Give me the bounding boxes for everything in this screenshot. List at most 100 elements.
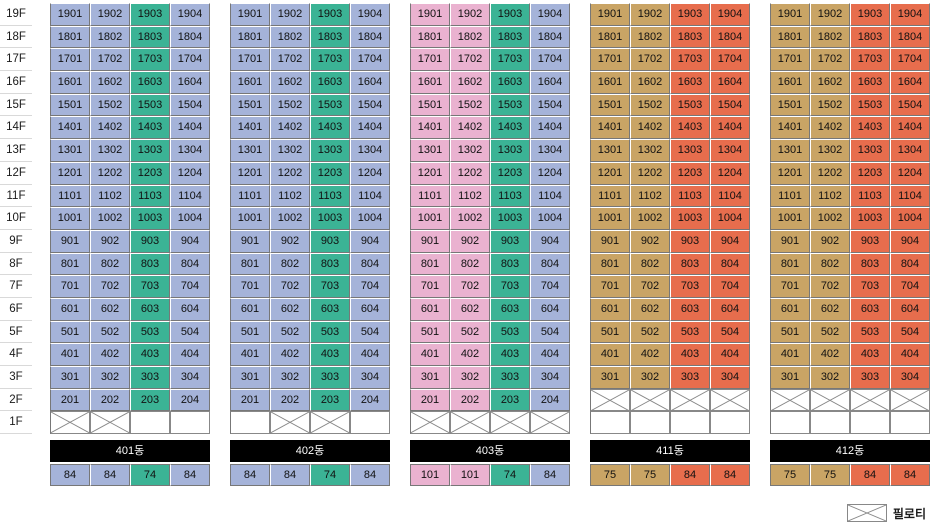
unit-cell[interactable]: 1301 — [50, 139, 90, 162]
unit-cell[interactable]: 1504 — [350, 93, 390, 117]
unit-cell[interactable]: 403 — [670, 343, 710, 366]
unit-cell[interactable]: 504 — [890, 320, 930, 344]
unit-cell[interactable]: 701 — [50, 275, 90, 298]
unit-cell[interactable]: 1401 — [230, 116, 270, 140]
unit-cell[interactable]: 1603 — [670, 71, 710, 94]
unit-cell[interactable]: 502 — [630, 320, 670, 344]
unit-cell[interactable]: 702 — [450, 275, 490, 298]
unit-cell[interactable]: 204 — [530, 388, 570, 412]
unit-cell[interactable]: 1701 — [590, 48, 630, 72]
unit-cell[interactable]: 1004 — [530, 207, 570, 230]
unit-cell[interactable]: 1404 — [350, 116, 390, 140]
unit-cell[interactable]: 1404 — [710, 116, 750, 140]
unit-cell[interactable]: 1101 — [590, 184, 630, 208]
unit-cell[interactable]: 1204 — [530, 161, 570, 185]
building-name[interactable]: 412동 — [770, 440, 930, 462]
unit-cell[interactable]: 401 — [50, 343, 90, 366]
unit-cell[interactable]: 903 — [490, 229, 530, 253]
unit-cell[interactable]: 1204 — [710, 161, 750, 185]
unit-cell[interactable]: 901 — [230, 229, 270, 253]
unit-cell[interactable]: 303 — [850, 366, 890, 389]
unit-cell[interactable]: 902 — [450, 229, 490, 253]
unit-cell[interactable]: 1202 — [810, 161, 850, 185]
unit-cell[interactable]: 803 — [490, 252, 530, 276]
unit-cell[interactable]: 1803 — [490, 25, 530, 49]
unit-cell[interactable]: 1302 — [270, 139, 310, 162]
unit-cell[interactable]: 1602 — [90, 71, 130, 94]
unit-cell[interactable]: 401 — [410, 343, 450, 366]
unit-cell[interactable]: 403 — [310, 343, 350, 366]
unit-cell[interactable]: 1004 — [890, 207, 930, 230]
unit-cell[interactable]: 1304 — [530, 139, 570, 162]
unit-cell[interactable]: 203 — [130, 388, 170, 412]
unit-cell[interactable]: 603 — [490, 297, 530, 321]
unit-cell[interactable]: 302 — [630, 366, 670, 389]
unit-cell[interactable]: 1701 — [230, 48, 270, 72]
unit-cell[interactable]: 1001 — [590, 207, 630, 230]
unit-cell[interactable]: 1904 — [710, 3, 750, 26]
unit-cell[interactable]: 1203 — [670, 161, 710, 185]
building-name[interactable]: 402동 — [230, 440, 390, 462]
unit-cell[interactable]: 401 — [590, 343, 630, 366]
unit-cell[interactable]: 1903 — [310, 3, 350, 26]
unit-cell[interactable]: 603 — [130, 297, 170, 321]
unit-cell[interactable]: 1902 — [630, 3, 670, 26]
unit-cell[interactable]: 503 — [850, 320, 890, 344]
unit-cell[interactable]: 902 — [270, 229, 310, 253]
unit-cell[interactable]: 501 — [50, 320, 90, 344]
building-name[interactable]: 411동 — [590, 440, 750, 462]
unit-cell[interactable]: 1602 — [630, 71, 670, 94]
unit-cell[interactable]: 1804 — [170, 25, 210, 49]
unit-cell[interactable]: 902 — [810, 229, 850, 253]
unit-cell[interactable]: 1704 — [710, 48, 750, 72]
unit-cell[interactable]: 1501 — [50, 93, 90, 117]
unit-cell[interactable]: 804 — [890, 252, 930, 276]
unit-cell[interactable]: 1902 — [810, 3, 850, 26]
unit-cell[interactable]: 1604 — [350, 71, 390, 94]
unit-cell[interactable]: 1101 — [770, 184, 810, 208]
unit-cell[interactable]: 1403 — [130, 116, 170, 140]
unit-cell[interactable]: 1901 — [230, 3, 270, 26]
unit-cell[interactable]: 1903 — [130, 3, 170, 26]
unit-cell[interactable]: 1801 — [770, 25, 810, 49]
unit-cell[interactable]: 1401 — [50, 116, 90, 140]
unit-cell[interactable]: 1101 — [410, 184, 450, 208]
unit-cell[interactable]: 804 — [530, 252, 570, 276]
unit-cell[interactable]: 1901 — [770, 3, 810, 26]
unit-cell[interactable]: 602 — [90, 297, 130, 321]
unit-cell[interactable]: 1802 — [270, 25, 310, 49]
unit-cell[interactable]: 1401 — [590, 116, 630, 140]
unit-cell[interactable]: 704 — [890, 275, 930, 298]
unit-cell[interactable]: 302 — [270, 366, 310, 389]
unit-cell[interactable]: 1501 — [410, 93, 450, 117]
unit-cell[interactable]: 201 — [410, 388, 450, 412]
unit-cell[interactable]: 1804 — [530, 25, 570, 49]
unit-cell[interactable]: 1204 — [170, 161, 210, 185]
unit-cell[interactable]: 703 — [490, 275, 530, 298]
unit-cell[interactable]: 403 — [850, 343, 890, 366]
unit-cell[interactable]: 1304 — [170, 139, 210, 162]
unit-cell[interactable]: 1704 — [350, 48, 390, 72]
unit-cell[interactable]: 1901 — [590, 3, 630, 26]
unit-cell[interactable]: 303 — [490, 366, 530, 389]
unit-cell[interactable]: 704 — [530, 275, 570, 298]
unit-cell[interactable]: 1801 — [230, 25, 270, 49]
unit-cell[interactable]: 1702 — [630, 48, 670, 72]
unit-cell[interactable]: 1203 — [130, 161, 170, 185]
unit-cell[interactable]: 402 — [90, 343, 130, 366]
unit-cell[interactable]: 1304 — [350, 139, 390, 162]
unit-cell[interactable]: 1704 — [890, 48, 930, 72]
unit-cell[interactable]: 1003 — [130, 207, 170, 230]
unit-cell[interactable]: 1502 — [810, 93, 850, 117]
unit-cell[interactable]: 1101 — [230, 184, 270, 208]
unit-cell[interactable]: 1802 — [450, 25, 490, 49]
unit-cell[interactable]: 1502 — [630, 93, 670, 117]
unit-cell[interactable]: 803 — [310, 252, 350, 276]
unit-cell[interactable]: 802 — [630, 252, 670, 276]
unit-cell[interactable]: 1803 — [130, 25, 170, 49]
unit-cell[interactable]: 201 — [50, 388, 90, 412]
unit-cell[interactable]: 1404 — [170, 116, 210, 140]
unit-cell[interactable]: 603 — [670, 297, 710, 321]
unit-cell[interactable]: 604 — [170, 297, 210, 321]
unit-cell[interactable]: 1002 — [810, 207, 850, 230]
